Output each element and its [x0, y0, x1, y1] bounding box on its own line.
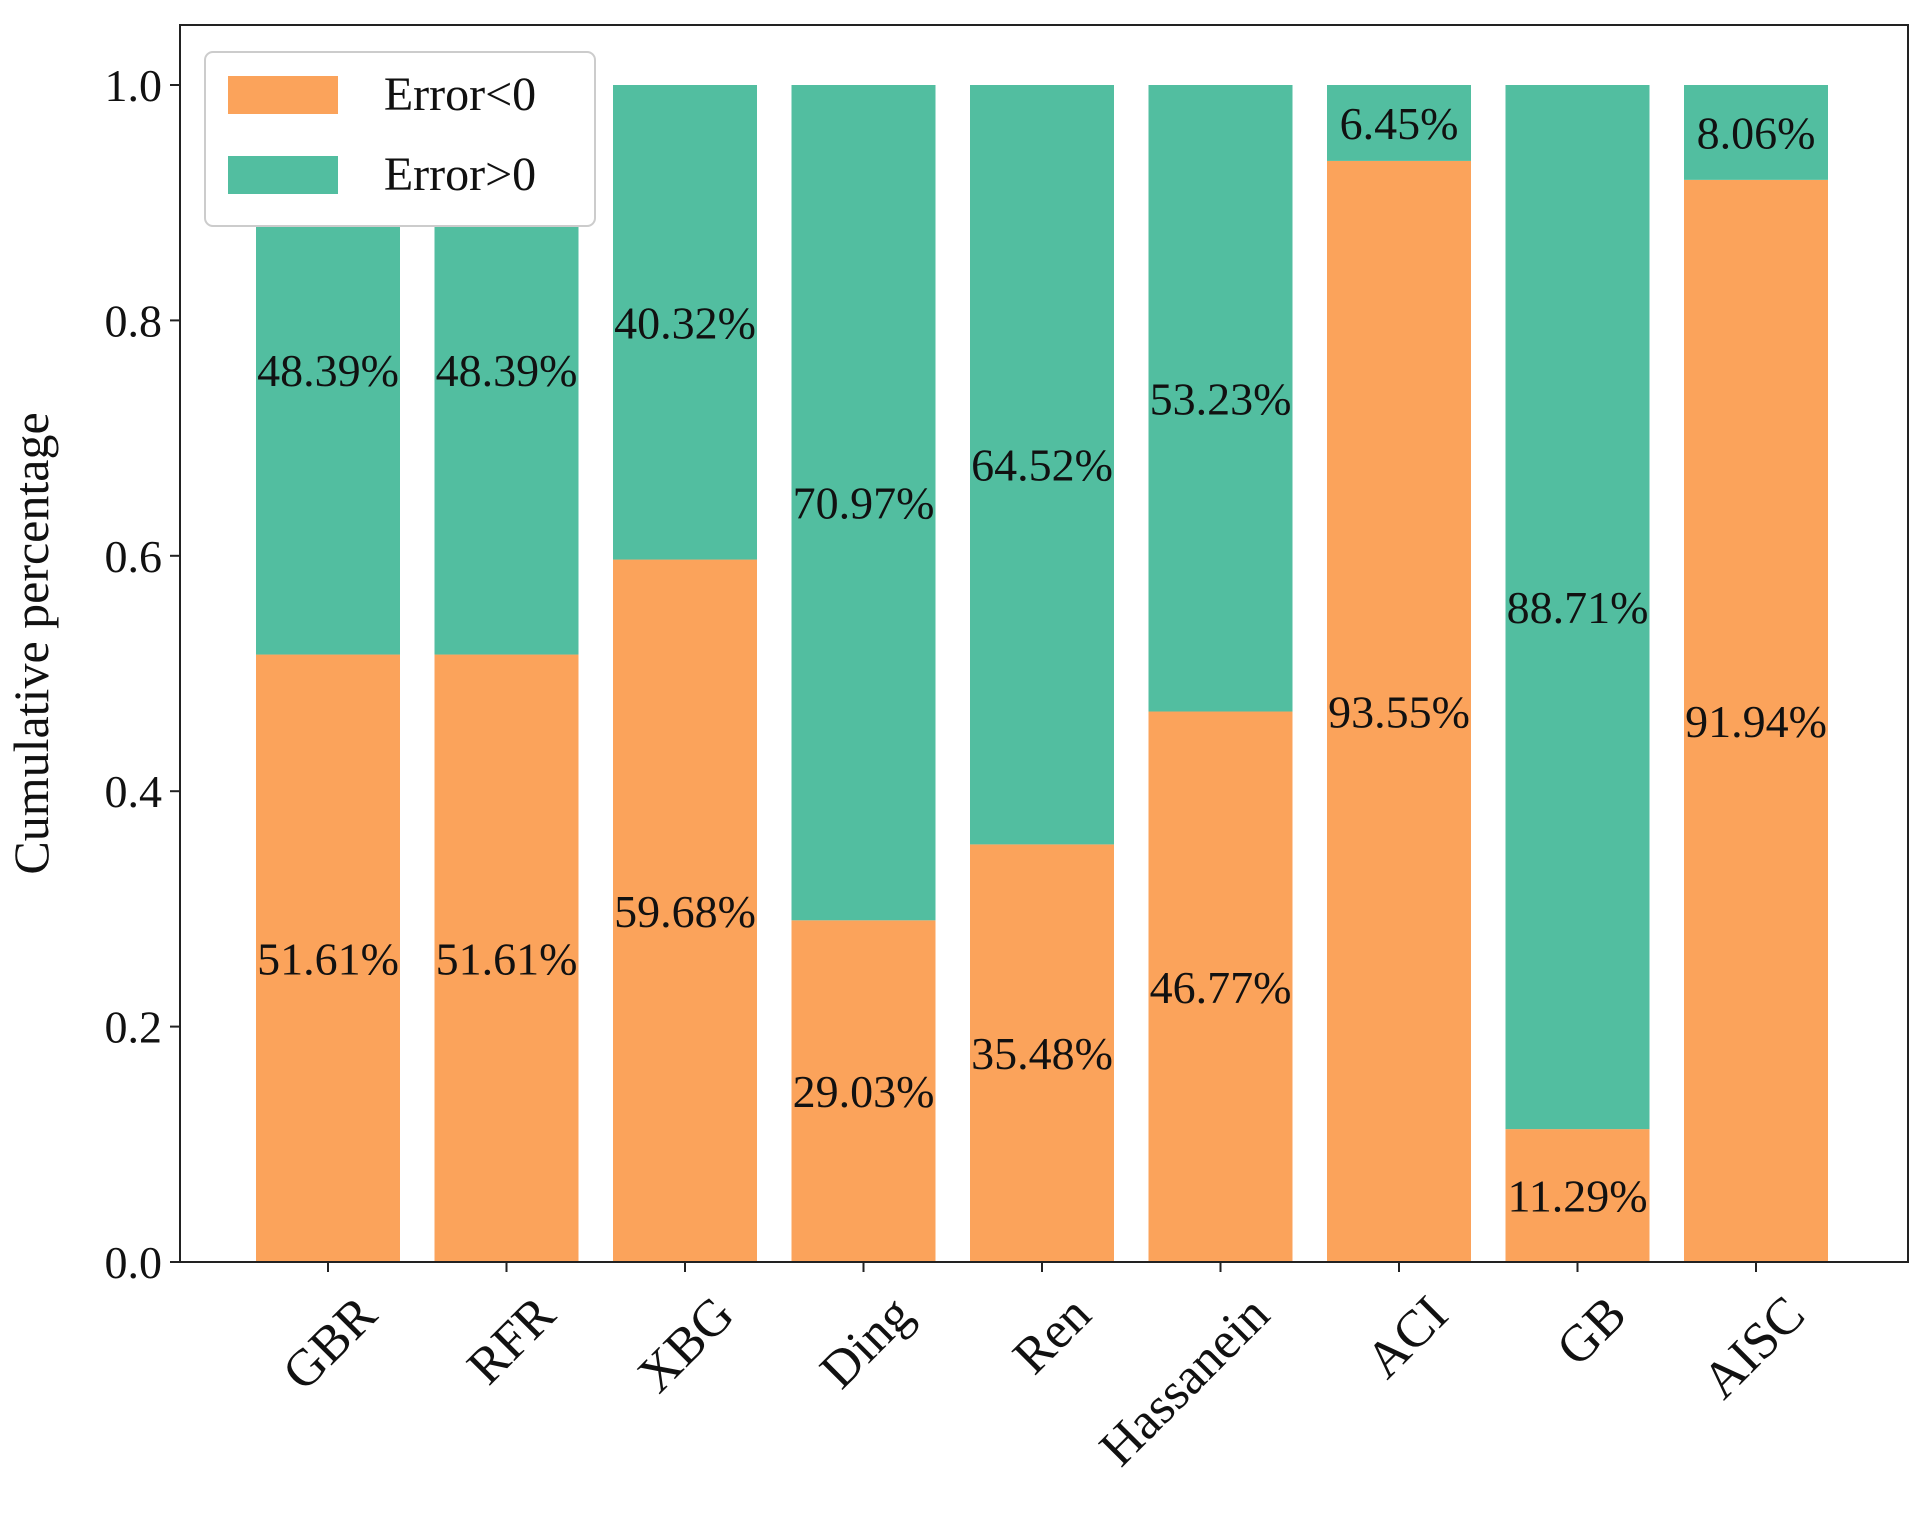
x-tick-label: Ding [810, 1286, 924, 1400]
plot-frame [179, 24, 1909, 1263]
data-label: 59.68% [614, 886, 756, 937]
legend-swatch [228, 156, 338, 194]
y-axis-label: Cumulative percentage [3, 412, 59, 874]
bar-segment [1684, 85, 1828, 180]
bar-segment [613, 559, 757, 1262]
data-label: 64.52% [971, 440, 1113, 491]
data-label: 48.39% [257, 345, 399, 396]
data-label: 46.77% [1150, 962, 1292, 1013]
data-label: 53.23% [1150, 373, 1292, 424]
data-label: 40.32% [614, 297, 756, 348]
bar-segment [1505, 1129, 1650, 1262]
x-tick-label: GBR [272, 1285, 388, 1401]
y-tick-label: 0.6 [105, 531, 163, 582]
x-tick-label: GB [1546, 1286, 1637, 1377]
x-tick-label: Hassanein [1089, 1286, 1280, 1477]
y-tick-label: 0.2 [105, 1002, 163, 1053]
bar-segment [1684, 179, 1828, 1262]
legend-swatch [228, 76, 338, 114]
legend: Error<0 Error>0 [204, 51, 596, 227]
data-label: 11.29% [1507, 1171, 1647, 1222]
legend-label: Error>0 [384, 148, 536, 201]
bar-segment [613, 85, 757, 560]
bar-segment [1327, 160, 1471, 1262]
x-tick-label: ACI [1355, 1286, 1459, 1390]
bar-segment [970, 85, 1114, 845]
bar-segment [791, 920, 936, 1262]
bar-segment [1148, 85, 1293, 712]
bars-group [256, 85, 1828, 1262]
data-label: 70.97% [793, 478, 935, 529]
bar-segment [1505, 85, 1650, 1130]
data-labels-group: 51.61% 51.61% 59.68% 29.03% 35.48% 46.77% 93.5… [257, 98, 1827, 1222]
y-tick-label: 0.4 [105, 766, 163, 817]
bar-segment [434, 654, 579, 1262]
data-label: 29.03% [793, 1066, 935, 1117]
data-label: 88.71% [1507, 582, 1649, 633]
data-label: 93.55% [1328, 686, 1470, 737]
bar-segment [256, 654, 400, 1262]
x-tick-label: AISC [1692, 1286, 1816, 1410]
x-tick-label: XBG [627, 1286, 745, 1404]
legend-label: Error<0 [384, 68, 536, 121]
bar-segment [1148, 711, 1293, 1262]
data-label: 6.45% [1340, 98, 1459, 149]
bar-segment [1327, 85, 1471, 161]
x-tick-label: RFR [457, 1285, 567, 1395]
data-label: 8.06% [1697, 107, 1816, 158]
data-label: 51.61% [257, 933, 399, 984]
bar-segment [970, 844, 1114, 1262]
x-tick-label: Ren [1002, 1286, 1102, 1386]
data-label: 48.39% [436, 345, 578, 396]
y-tick-label: 0.8 [105, 295, 163, 346]
y-tick-label: 1.0 [105, 60, 163, 111]
bar-segment [791, 85, 936, 921]
y-tick-label: 0.0 [105, 1237, 163, 1288]
y-axis: 0.0 0.2 0.4 0.6 0.8 1.0 [105, 60, 180, 1288]
data-label: 91.94% [1685, 696, 1827, 747]
data-label: 35.48% [971, 1028, 1113, 1079]
data-label: 51.61% [436, 933, 578, 984]
